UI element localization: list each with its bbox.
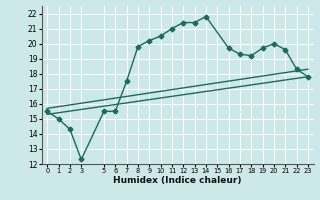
- X-axis label: Humidex (Indice chaleur): Humidex (Indice chaleur): [113, 176, 242, 185]
